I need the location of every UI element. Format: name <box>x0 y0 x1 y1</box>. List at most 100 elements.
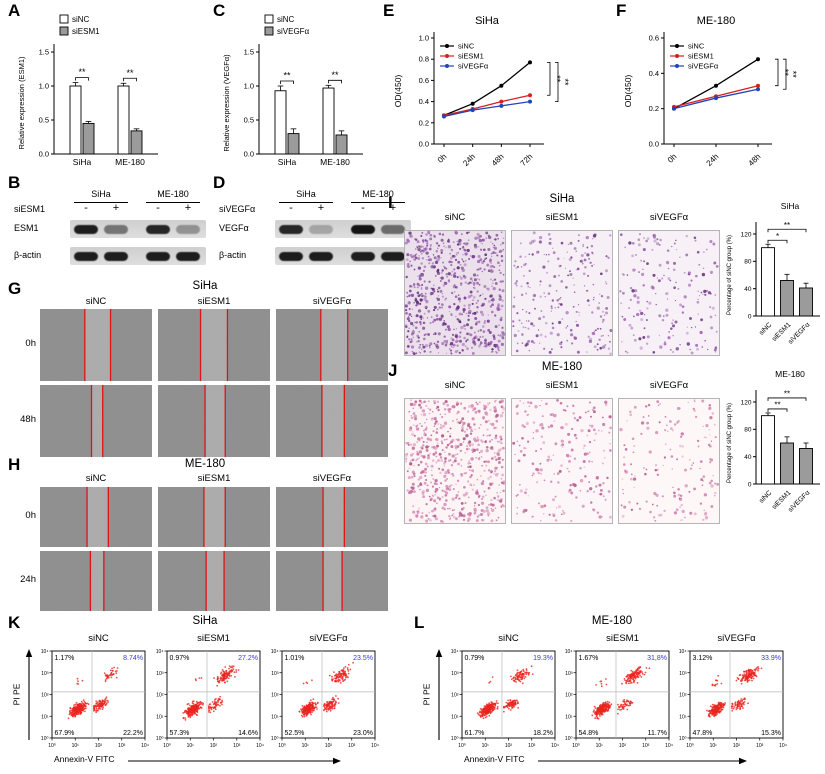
x-tick-label: 10³ <box>348 743 356 749</box>
quadrant-lr-percentage: 11.7% <box>648 730 667 737</box>
annexin-axis-label: Annexin-V FITC <box>54 754 115 764</box>
y-tick-label: 10² <box>271 693 279 699</box>
lane-sign: + <box>317 202 325 214</box>
x-tick-label: 10² <box>325 743 333 749</box>
panel-letter-d: D <box>213 173 226 192</box>
blot-strip-ESM1 <box>70 220 206 238</box>
y-tick-label: 10⁰ <box>565 736 573 742</box>
x-tick-label: 10¹ <box>710 743 718 749</box>
siha-migration-bar-chart: SiHa 0 40 80 120 Percentage of siNC group (%)… <box>727 201 820 346</box>
blot-group-underline <box>279 202 333 203</box>
wound-image-24h-siVEGFα <box>276 551 388 611</box>
quadrant-ll-percentage: 67.9% <box>55 730 75 737</box>
me180-cck8-line-chart: ME-180 0.0 0.2 0.4 0.6 OD(450) 0h 24h 48h siNCsiE… <box>623 15 798 168</box>
plot-label-siVEGFα: siVEGFα <box>309 633 348 644</box>
blot-band <box>279 224 303 234</box>
y-tick-label: 10⁰ <box>271 736 279 742</box>
blot-row-label-β-actin: β-actin <box>219 250 247 260</box>
me180-migration-bar-chart: ME-180 0 40 80 120 Percentage of siNC group (… <box>727 369 820 514</box>
quadrant-ll-percentage: 54.8% <box>579 730 599 737</box>
wound-image-0h-siNC <box>40 487 152 547</box>
wound-image-0h-siESM1 <box>158 309 270 381</box>
x-tick-label: 10⁰ <box>572 743 580 749</box>
y-tick-label: 1.0 <box>419 34 429 43</box>
row-label-0h: 0h <box>25 338 36 349</box>
lane-sign: - <box>84 202 88 214</box>
y-tick-label: 80 <box>744 259 752 266</box>
y-tick-label: 10² <box>156 693 164 699</box>
y-tick-label: 10² <box>565 693 573 699</box>
panel-i-title: SiHa <box>549 193 575 205</box>
legend-label: siVEGFα <box>688 62 719 71</box>
plot-label-siESM1: siESM1 <box>197 633 230 644</box>
x-tick-label: 10³ <box>756 743 764 749</box>
column-label-siVEGFα: siVEGFα <box>649 212 689 223</box>
plot-label-siNC: siNC <box>498 633 519 644</box>
blot-strip-β-actin <box>70 247 206 265</box>
y-tick-label: 10⁰ <box>156 736 164 742</box>
x-tick-label: 10¹ <box>187 743 195 749</box>
quadrant-ll-percentage: 52.5% <box>285 730 305 737</box>
wound-image-0h-siVEGFα <box>276 487 388 547</box>
column-label-siESM1: siESM1 <box>545 212 579 223</box>
esm1-western-blot: SiHa ME-180 siESM1 - + - + ESM1 β-actin <box>14 189 210 268</box>
pi-pe-axis-arrow <box>435 649 443 740</box>
panel-h-title: ME-180 <box>184 458 226 470</box>
y-tick-label: 10¹ <box>679 714 687 720</box>
y-tick-label: 0.6 <box>419 76 429 85</box>
lane-sign: + <box>112 202 120 214</box>
significance-label: ** <box>126 68 134 78</box>
lane-sign: - <box>289 202 293 214</box>
vegfa-western-blot: SiHa ME-180 siVEGFα - + - + VEGFα β-actin <box>219 189 415 268</box>
x-tick-label: 10³ <box>118 743 126 749</box>
y-axis-label: Percentage of siNC group (%) <box>727 403 733 483</box>
lane-sign: - <box>361 202 365 214</box>
quadrant-lr-percentage: 22.2% <box>123 730 143 737</box>
x-tick-label: 0h <box>436 152 449 165</box>
blot-band <box>104 251 128 261</box>
panel-letter-j: J <box>388 361 398 380</box>
y-tick-label: 1.5 <box>39 48 49 57</box>
x-tick-label: 10¹ <box>482 743 490 749</box>
legend-label: siNC <box>72 15 90 24</box>
column-label-siVEGFα: siVEGFα <box>649 380 689 391</box>
x-tick-label: 10⁴ <box>141 743 149 749</box>
quadrant-ul-percentage: 3.12% <box>693 655 713 662</box>
wound-image-24h-siNC <box>40 551 152 611</box>
quadrant-ul-percentage: 1.17% <box>55 655 75 662</box>
x-tick-label: 24h <box>461 152 477 168</box>
blot-band <box>351 251 375 261</box>
quadrant-lr-percentage: 23.0% <box>353 730 373 737</box>
blot-band <box>74 251 98 261</box>
lane-sign: + <box>389 202 397 214</box>
y-tick-label: 0 <box>748 313 752 320</box>
quadrant-ur-percentage: 33.9% <box>761 655 781 662</box>
chart-title: SiHa <box>475 15 500 27</box>
quadrant-ll-percentage: 47.8% <box>693 730 713 737</box>
plot-label-siNC: siNC <box>88 633 109 644</box>
y-tick-label: 10⁴ <box>271 649 279 655</box>
y-tick-label: 120 <box>741 399 752 406</box>
panel-letter-k: K <box>8 613 21 632</box>
x-tick-label: 72h <box>519 152 535 168</box>
transwell-image-siNC <box>404 398 506 524</box>
y-tick-label: 10³ <box>679 671 687 677</box>
x-tick-label: 10⁰ <box>458 743 466 749</box>
y-tick-label: 0.4 <box>649 69 659 78</box>
annexin-axis-label: Annexin-V FITC <box>464 754 525 764</box>
x-tick-label: 48h <box>747 152 763 168</box>
blot-group-label-ME-180: ME-180 <box>362 189 394 199</box>
legend-label: siNC <box>688 42 705 51</box>
blot-group-underline <box>146 202 200 203</box>
x-tick-label: 10⁴ <box>371 743 379 749</box>
y-tick-label: 10⁰ <box>679 736 687 742</box>
blot-band <box>176 224 200 234</box>
blot-treatment-label: siESM1 <box>14 204 46 214</box>
y-tick-label: 10⁴ <box>451 649 459 655</box>
y-tick-label: 1.0 <box>244 82 254 91</box>
significance-label: ** <box>331 70 339 80</box>
significance-label: ** <box>560 78 570 86</box>
